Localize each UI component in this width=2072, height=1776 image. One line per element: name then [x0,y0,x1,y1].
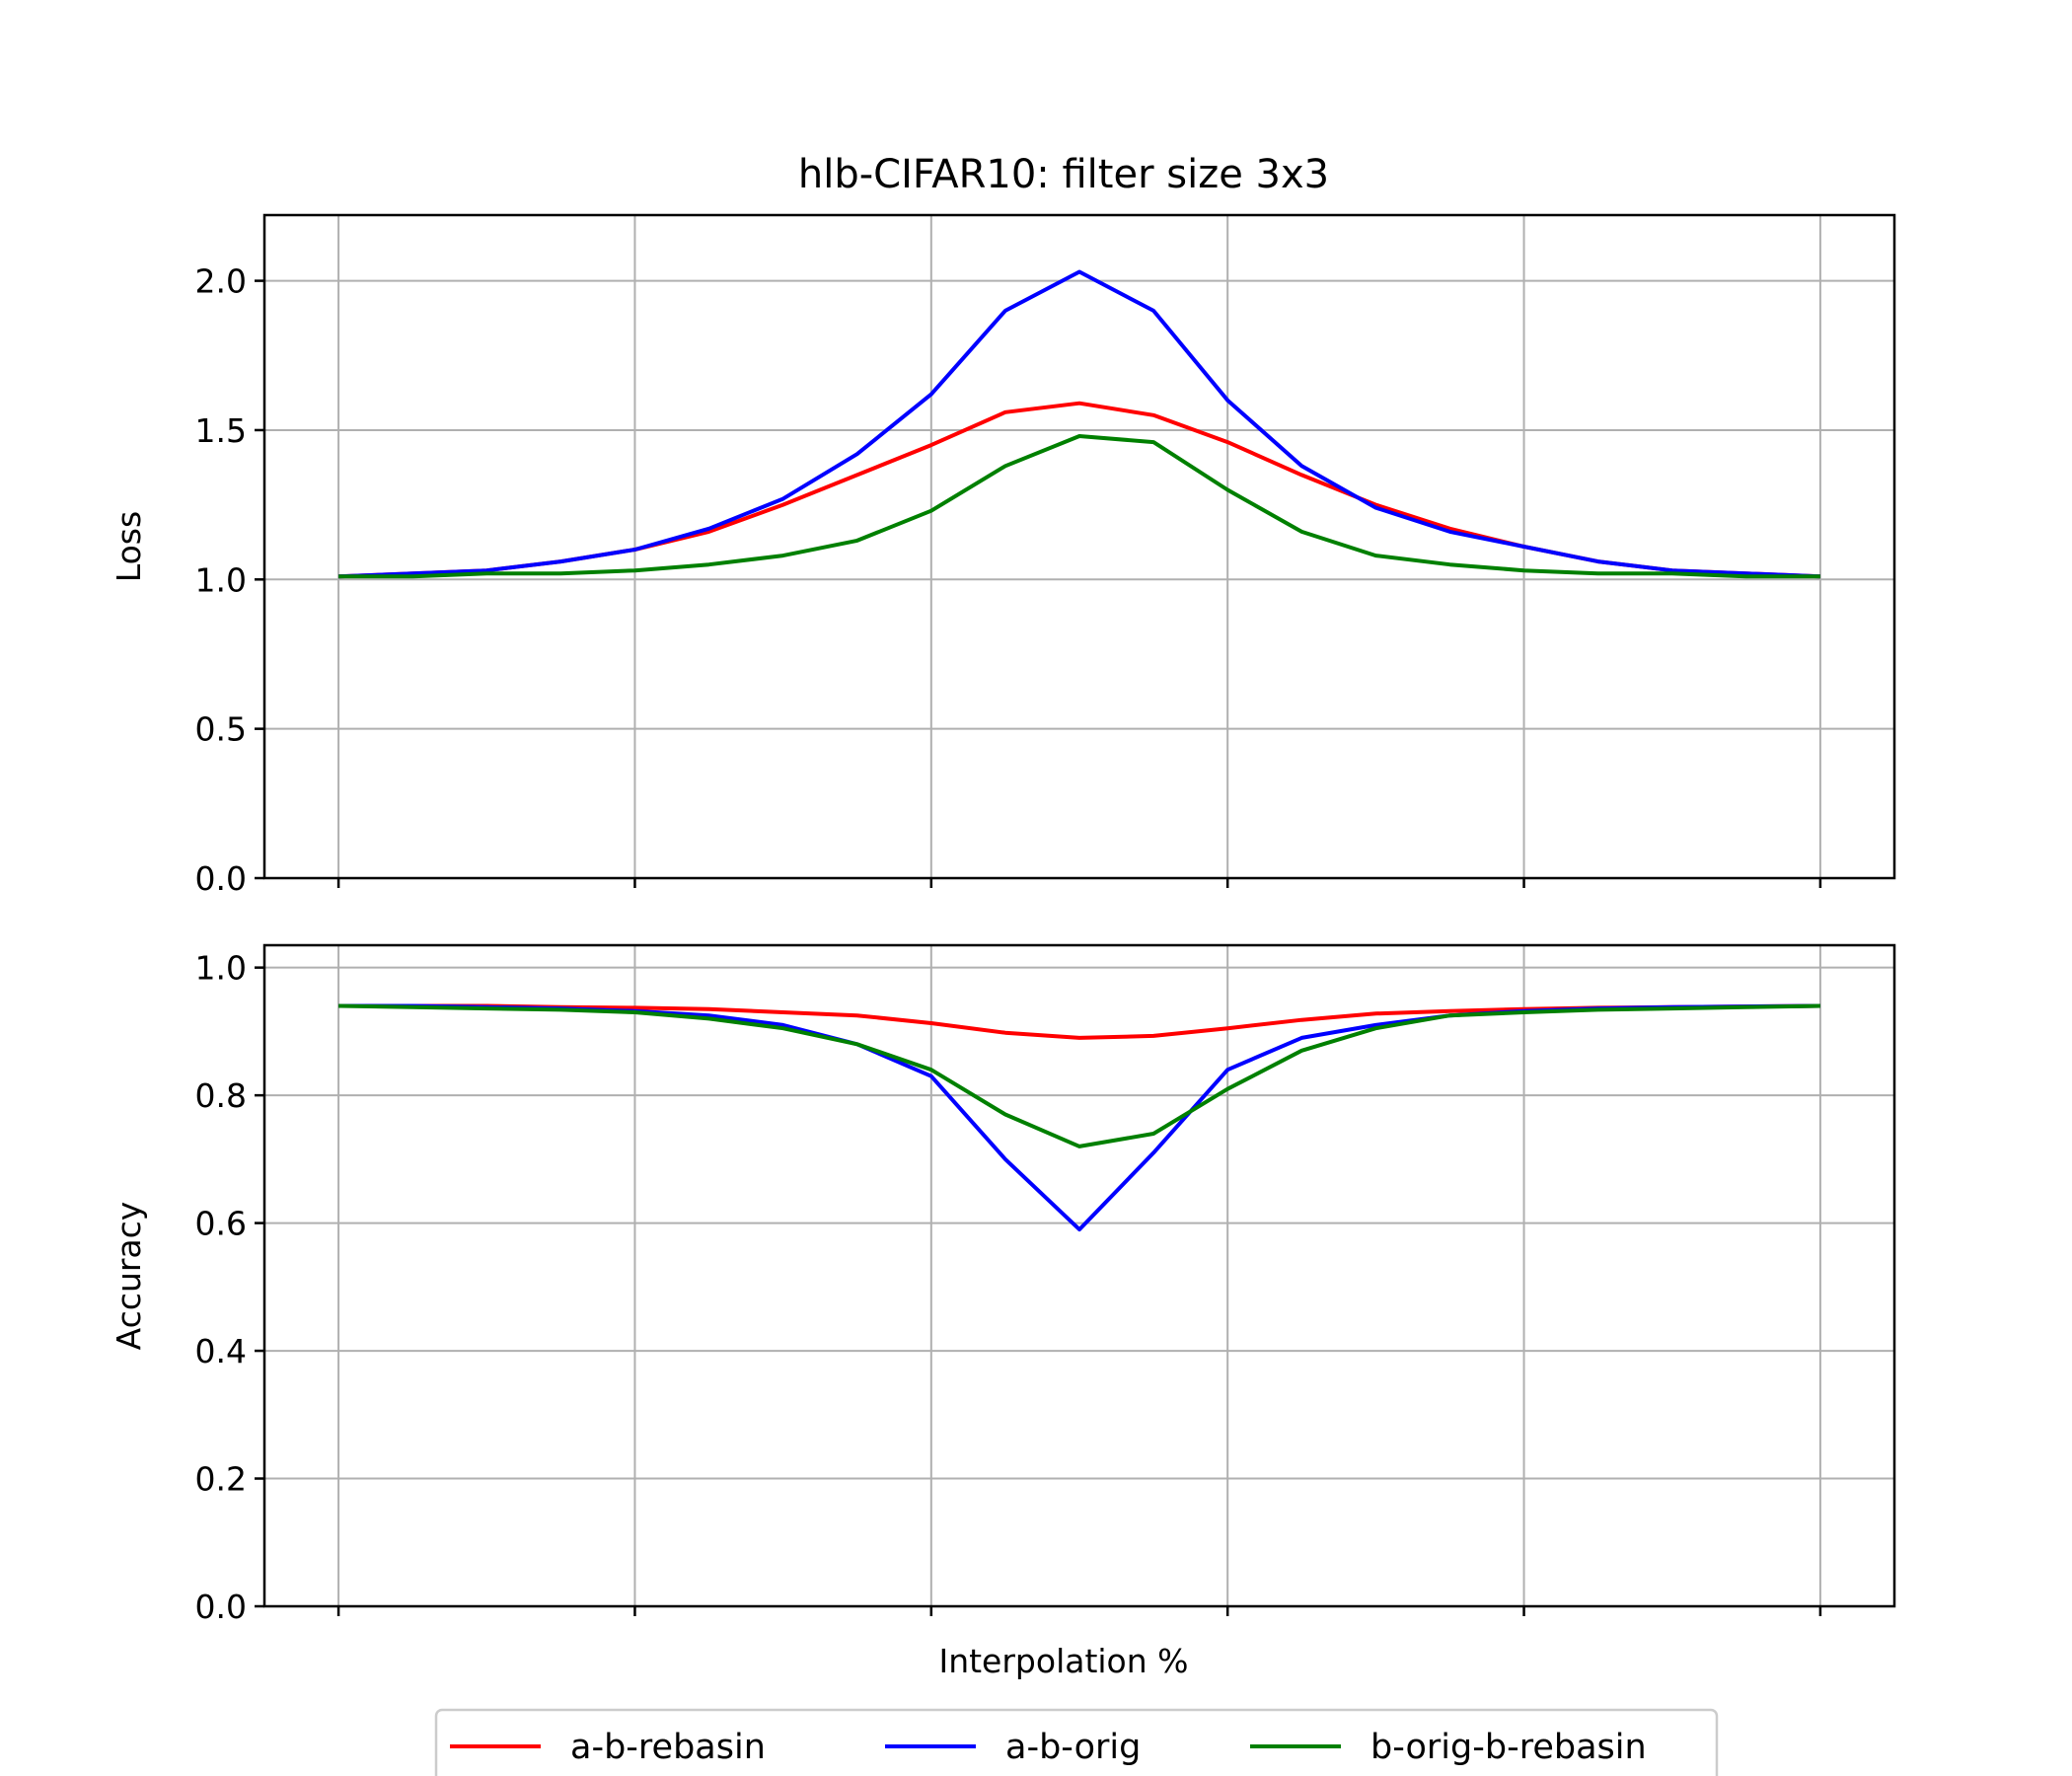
y-axis-label: Accuracy [110,1202,148,1351]
series-line-b-orig-b-rebasin [338,434,1820,579]
y-tick-label: 0.4 [195,1332,247,1370]
y-tick-label: 0.8 [195,1076,247,1115]
series-line-b-orig-b-rebasin [338,1003,1820,1148]
legend-label-b-orig-b-rebasin: b-orig-b-rebasin [1370,1728,1647,1767]
legend: a-b-rebasin a-b-orig b-orig-b-rebasin [434,1708,1719,1776]
chart-title: hlb-CIFAR10: filter size 3x3 [798,152,1329,197]
plot-frame [262,943,1896,1608]
y-axis-label: Loss [110,511,148,582]
legend-box [434,1708,1719,1776]
y-tick-label: 1.5 [195,411,247,450]
y-tick-label: 0.5 [195,710,247,749]
y-tick-label: 0.0 [195,1588,247,1626]
plot-frame [262,213,1896,880]
y-tick-label: 0.6 [195,1205,247,1243]
loss-panel: 0.0 0.5 1.0 1.5 2.0 Loss [110,213,1896,898]
y-tick-label: 2.0 [195,262,247,301]
x-axis-label: Interpolation % [938,1642,1188,1680]
series-line-a-b-orig [338,269,1820,579]
y-tick-label: 1.0 [195,560,247,599]
legend-label-a-b-rebasin: a-b-rebasin [570,1728,766,1767]
y-tick-label: 1.0 [195,949,247,988]
y-tick-label: 0.0 [195,859,247,898]
y-tick-label: 0.2 [195,1460,247,1499]
accuracy-panel: 0.0 0.2 0.4 0.6 0.8 1.0 Accuracy [110,943,1896,1626]
legend-label-a-b-orig: a-b-orig [1005,1728,1141,1767]
